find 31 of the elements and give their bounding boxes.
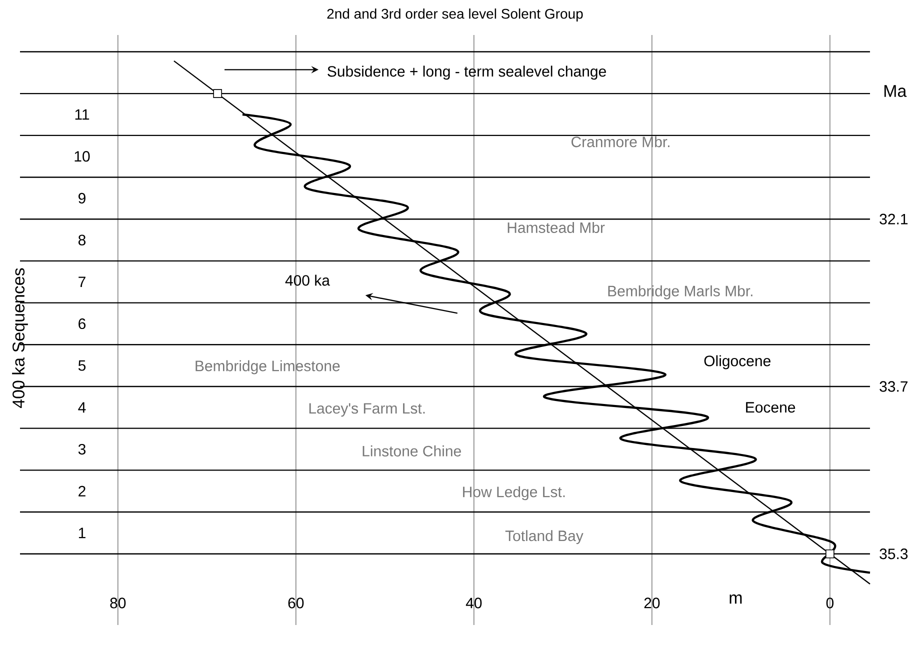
- y-tick-label: 6: [78, 318, 86, 330]
- y2-tick-label: 33.7: [880, 381, 908, 392]
- x-tick-label: 0: [826, 598, 834, 608]
- y2-tick-label: 32.1: [880, 214, 908, 224]
- x-tick-label: 20: [644, 598, 660, 608]
- y-tick-label: 2: [78, 486, 86, 496]
- annotation: Totland Bay: [505, 530, 584, 544]
- y-tick-label: 9: [78, 192, 86, 204]
- y-tick-label: 3: [78, 444, 86, 455]
- annotation: Hamstead Mbr: [508, 222, 605, 233]
- annotation: Oligocene: [704, 355, 770, 370]
- y2-axis-title: Ma: [884, 85, 907, 97]
- y-tick-label: 8: [78, 234, 86, 246]
- y-tick-label: 11: [75, 109, 90, 120]
- y-tick-label: 7: [78, 276, 86, 288]
- x-tick-label: 40: [466, 598, 482, 608]
- y-axis-title: 400 ka Sequences: [12, 268, 28, 408]
- x-axis-title: m: [730, 594, 742, 604]
- annotation: Linstone Chine: [362, 445, 461, 456]
- annotation: Subsidence + long - term sealevel change: [328, 66, 606, 80]
- y-tick-label: 5: [78, 360, 86, 371]
- y-tick-label: 1: [78, 528, 86, 538]
- annotation: Lacey's Farm Lst.: [309, 403, 425, 417]
- annotation: Eocene: [746, 402, 796, 413]
- y-tick-label: 4: [78, 402, 86, 413]
- annotation: 400 ka: [285, 274, 330, 286]
- y-tick-label: 10: [74, 151, 90, 162]
- x-tick-label: 60: [288, 598, 304, 608]
- x-tick-label: 80: [110, 598, 126, 608]
- chart-title: 2nd and 3rd order sea level Solent Group: [327, 8, 583, 22]
- y2-tick-label: 35.3: [880, 548, 908, 560]
